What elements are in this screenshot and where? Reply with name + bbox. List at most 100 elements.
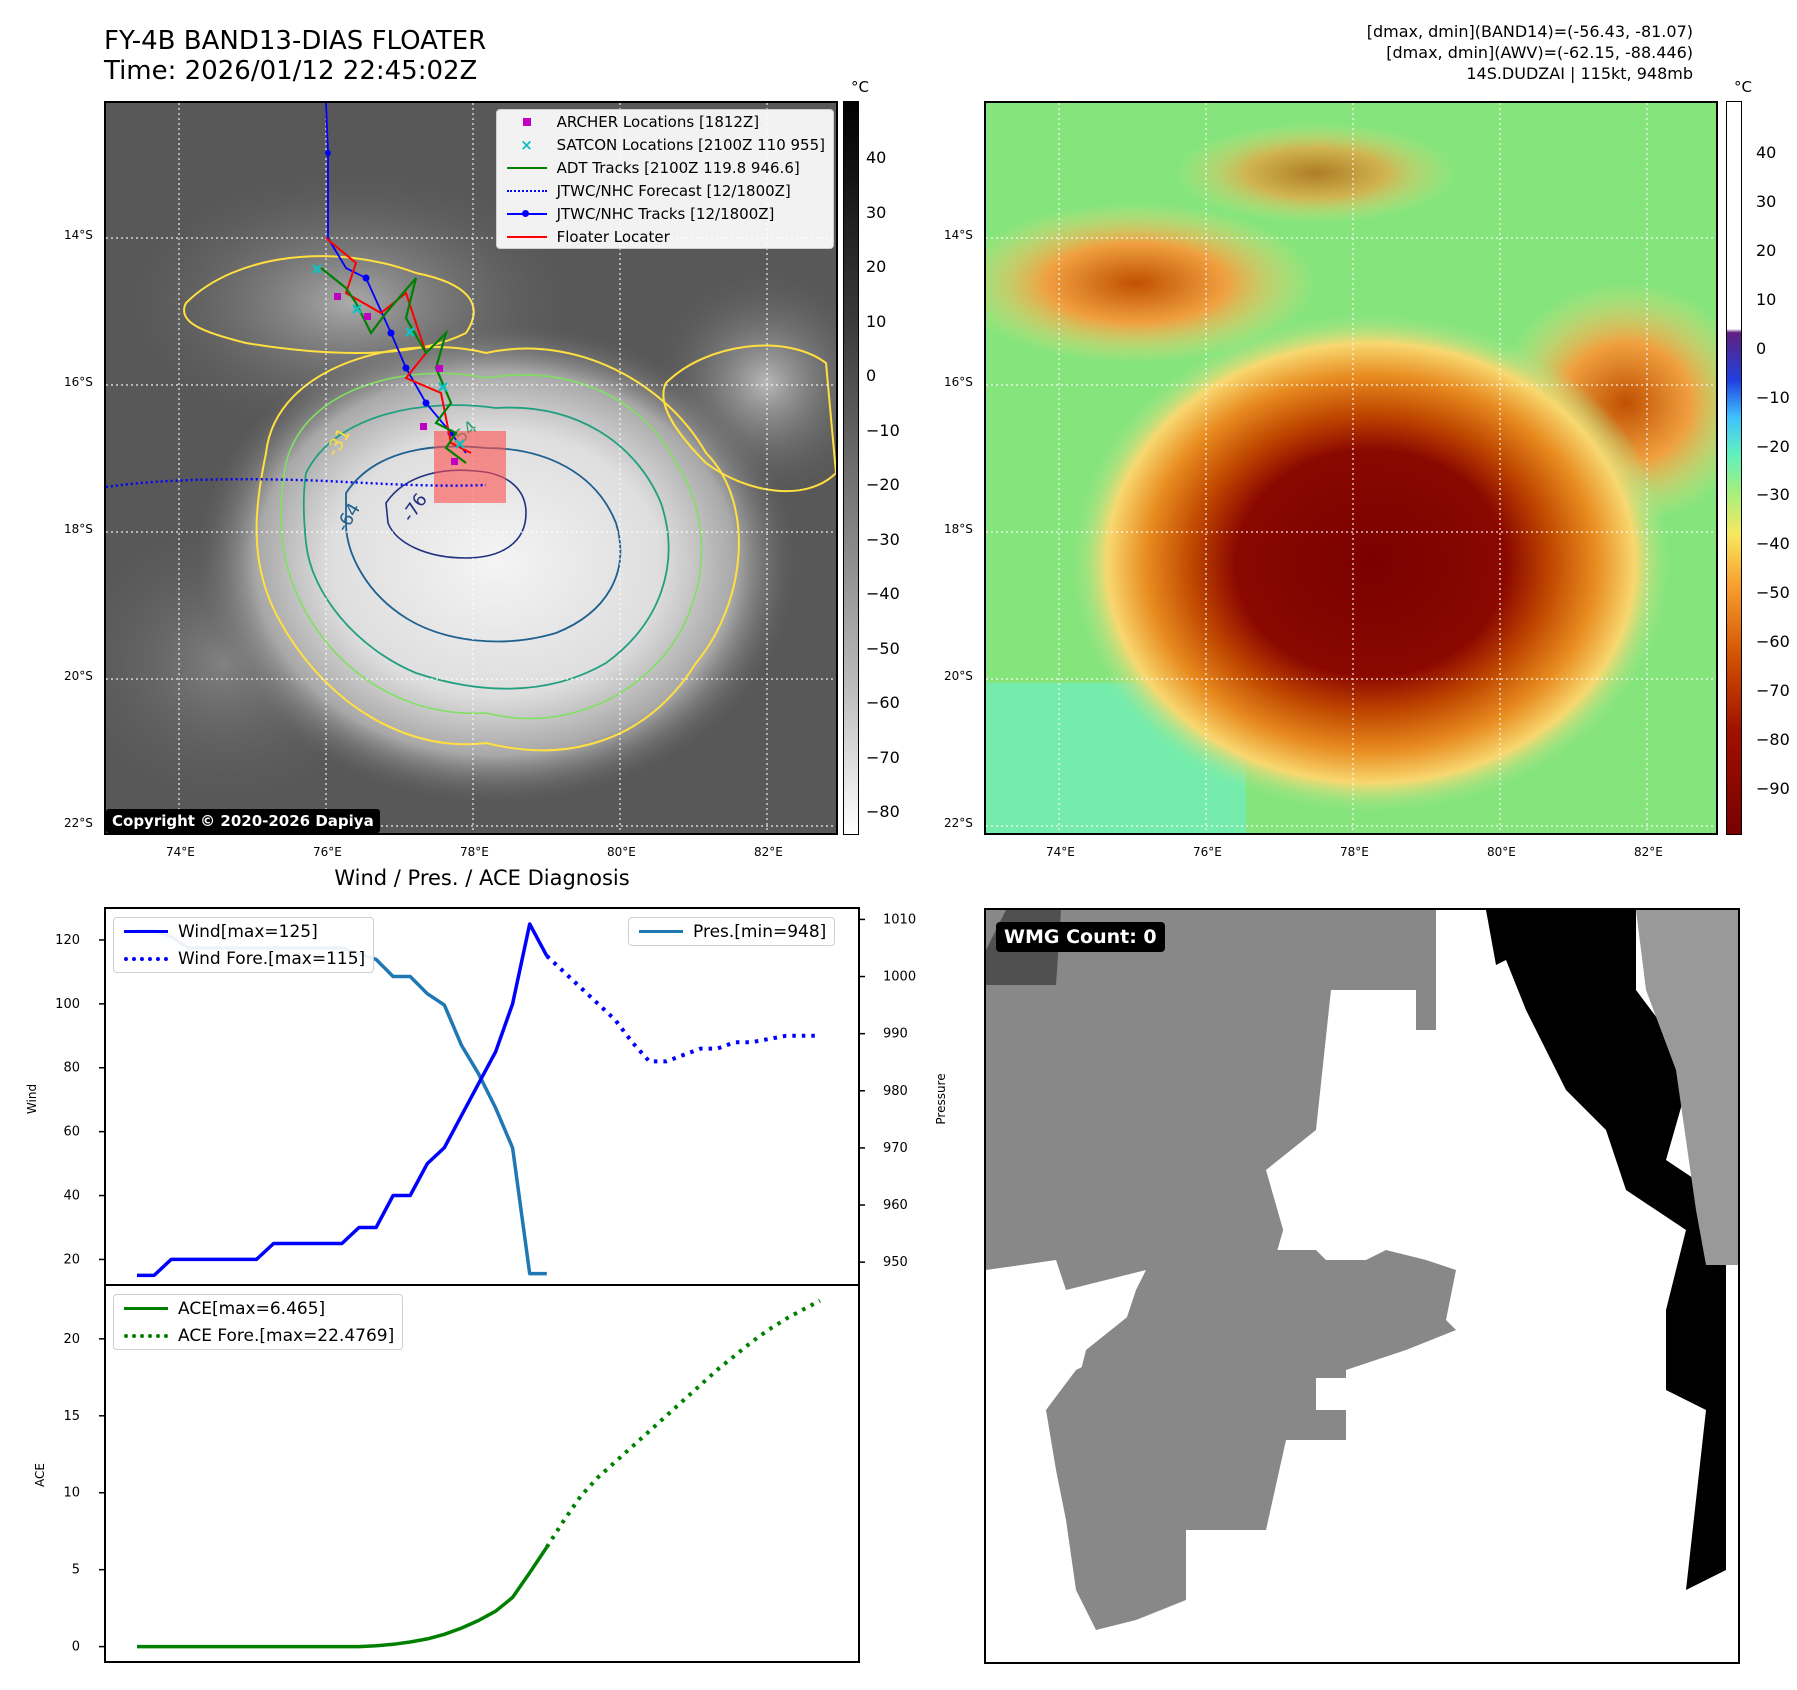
dotted-line-icon — [124, 1333, 168, 1338]
gray-colorbar-tick: 10 — [866, 311, 887, 331]
legend-wind-forecast: Wind Fore.[max=115] — [114, 945, 373, 972]
contour-minus31-outer — [255, 346, 740, 752]
color-colorbar-tick: −30 — [1756, 485, 1790, 505]
wmg-region-gray-north — [986, 910, 1436, 1360]
lat-tick-16s: 16°S — [64, 375, 93, 389]
legend-adt: ADT Tracks [2100Z 119.8 946.6] — [497, 156, 833, 179]
lat-tick-16s-right: 16°S — [944, 375, 973, 389]
archer-points — [334, 293, 458, 465]
pressure-axis-tick-label: 980 — [883, 1084, 908, 1099]
color-patch-north — [1176, 123, 1456, 223]
color-colorbar-tick: 0 — [1756, 338, 1767, 358]
ace-forecast-line — [545, 1298, 821, 1549]
wmg-region-white-gap — [1316, 1378, 1386, 1410]
ace-legend: ACE[max=6.465] ACE Fore.[max=22.4769] — [113, 1294, 404, 1350]
gray-colorbar-tick: −30 — [866, 529, 900, 549]
gray-colorbar-tick: −60 — [866, 693, 900, 712]
lat-tick-18s-right: 18°S — [944, 522, 973, 536]
lat-tick-22s-right: 22°S — [944, 816, 973, 830]
wind-axis-tick-label: 40 — [63, 1189, 80, 1204]
ace-axis-tick-label: 5 — [72, 1563, 80, 1578]
gray-colorbar-tick: −50 — [866, 638, 900, 658]
lon-tick-80e-right: 80°E — [1487, 845, 1516, 859]
wmg-panel: WMG Count: 0 — [984, 908, 1740, 1664]
contour-minus31-east — [662, 344, 836, 493]
chart-title: FY-4B BAND13-DIAS FLOATER — [104, 26, 487, 56]
gray-colorbar-tick: 20 — [866, 257, 887, 276]
pressure-axis-tick-label: 990 — [883, 1027, 908, 1042]
color-colorbar-tick: 30 — [1756, 191, 1777, 211]
ir-storm-core — [196, 323, 796, 803]
gray-colorbar-tick: −80 — [866, 802, 900, 821]
info-awv: [dmax, dmin](AWV)=(-62.15, -88.446) — [1386, 43, 1693, 62]
wind-axis-tick-label: 20 — [63, 1252, 80, 1267]
contour-minus54-outer — [279, 372, 703, 720]
ace-axis-tick-label: 0 — [72, 1640, 80, 1655]
legend-satcon: × SATCON Locations [2100Z 110 955] — [497, 133, 833, 156]
color-colorbar-tick: −20 — [1756, 436, 1790, 456]
wind-line — [137, 922, 549, 1278]
cross-marker-icon: × — [520, 135, 533, 154]
pressure-axis-tick-label: 1000 — [883, 970, 916, 985]
jtwc-forecast-track — [106, 478, 487, 489]
color-colorbar-unit: °C — [1734, 78, 1752, 96]
wmg-region-light-gray — [1636, 910, 1738, 1265]
map-legend: ARCHER Locations [1812Z] × SATCON Locatio… — [495, 109, 834, 249]
line-icon — [124, 1307, 168, 1310]
color-ir-map-panel — [984, 101, 1718, 835]
line-icon — [124, 930, 168, 933]
wmg-count-badge: WMG Count: 0 — [996, 922, 1165, 952]
wind-axis-tick-label: 100 — [55, 997, 80, 1012]
pressure-axis-label: Pressure — [934, 1073, 948, 1125]
lon-tick-80e: 80°E — [607, 845, 636, 859]
gray-colorbar-unit: °C — [851, 78, 869, 96]
color-colorbar-tick: −40 — [1756, 534, 1790, 554]
lat-tick-20s-right: 20°S — [944, 669, 973, 683]
legend-archer: ARCHER Locations [1812Z] — [497, 110, 833, 133]
satcon-points — [312, 264, 465, 449]
legend-jtwc-forecast: JTWC/NHC Forecast [12/1800Z] — [497, 179, 833, 202]
color-colorbar-tick: 20 — [1756, 240, 1777, 260]
square-marker-icon — [522, 117, 531, 126]
info-band14: [dmax, dmin](BAND14)=(-56.43, -81.07) — [1366, 22, 1693, 41]
gray-colorbar-tick: 40 — [866, 148, 887, 167]
wmg-region-gray-center — [1076, 1310, 1231, 1430]
chart-time: Time: 2026/01/12 22:45:02Z — [104, 56, 478, 86]
lat-tick-20s: 20°S — [64, 669, 93, 683]
ace-axis-tick-label: 20 — [63, 1332, 80, 1347]
pressure-legend: Pres.[min=948] — [628, 917, 836, 946]
ace-axis-label: ACE — [33, 1463, 47, 1487]
gray-colorbar-tick: −70 — [866, 747, 900, 767]
color-storm — [1071, 313, 1671, 813]
info-storm: 14S.DUDZAI | 115kt, 948mb — [1466, 64, 1693, 83]
legend-pressure: Pres.[min=948] — [629, 918, 834, 945]
color-colorbar-tick: 40 — [1756, 143, 1777, 162]
ir-map-panel: -54 -31 -64 -76 — [104, 101, 838, 835]
pressure-axis-tick-label: 960 — [883, 1198, 908, 1213]
contour-minus31-north — [183, 255, 475, 354]
lon-tick-82e: 82°E — [754, 845, 783, 859]
lat-tick-22s: 22°S — [64, 816, 93, 830]
lat-tick-18s: 18°S — [64, 522, 93, 536]
wind-axis-label: Wind — [25, 1083, 39, 1115]
gray-colorbar-tick: −40 — [866, 584, 900, 603]
color-colorbar-tick: −50 — [1756, 583, 1790, 603]
color-colorbar — [1726, 101, 1742, 835]
line-icon — [506, 166, 547, 169]
floater-track — [325, 237, 472, 454]
pressure-axis-tick-label: 950 — [883, 1255, 908, 1270]
color-patch-northwest — [986, 203, 1316, 363]
gray-colorbar-tick: −20 — [866, 475, 900, 494]
gray-colorbar-tick: −10 — [866, 420, 900, 440]
lon-tick-74e-right: 74°E — [1046, 845, 1075, 859]
lon-tick-74e: 74°E — [166, 845, 195, 859]
gray-colorbar — [843, 101, 859, 835]
lat-tick-14s: 14°S — [64, 228, 93, 242]
color-colorbar-tick: −80 — [1756, 730, 1790, 750]
diagnosis-title: Wind / Pres. / ACE Diagnosis — [334, 866, 630, 890]
dotted-line-icon — [124, 956, 168, 961]
line-icon — [639, 930, 683, 933]
color-colorbar-tick: 10 — [1756, 289, 1777, 309]
copyright-badge: Copyright © 2020-2026 Dapiya — [106, 809, 380, 833]
lon-tick-82e-right: 82°E — [1634, 845, 1663, 859]
